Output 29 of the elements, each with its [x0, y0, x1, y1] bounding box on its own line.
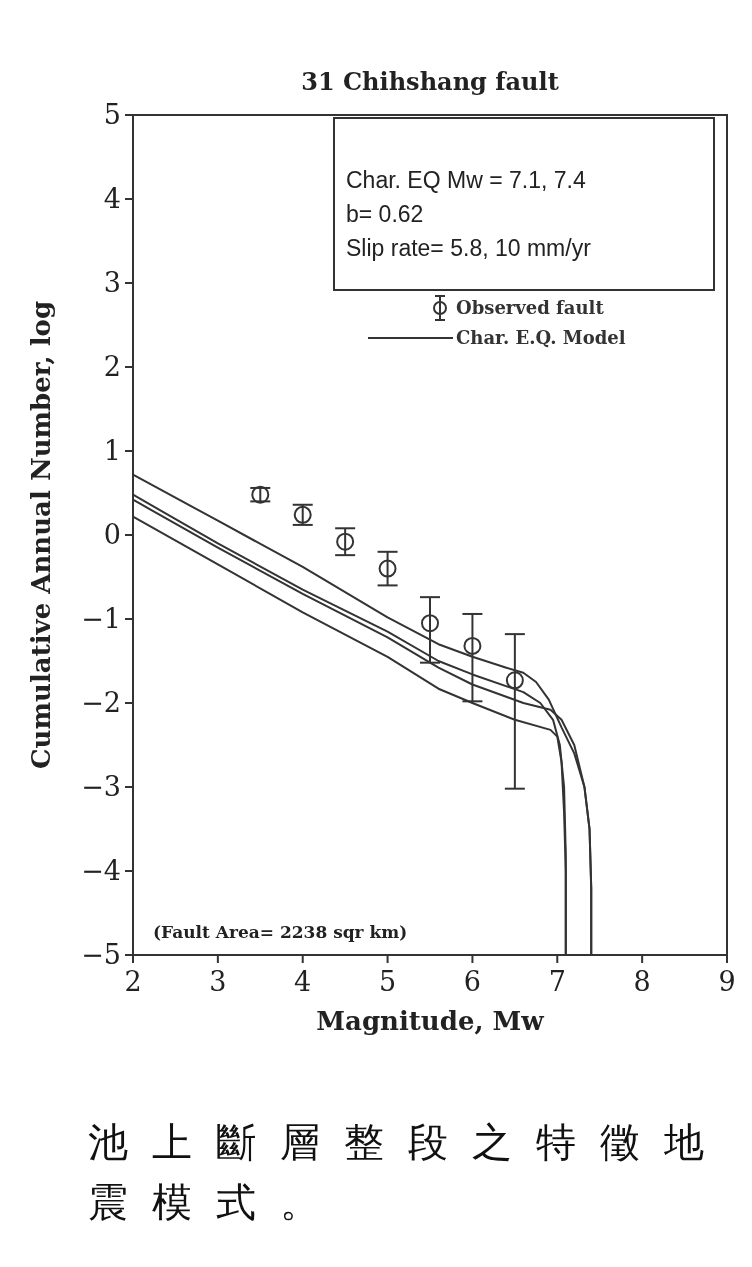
y-tick-label: −5 — [81, 939, 121, 971]
y-tick-label: 5 — [103, 99, 121, 131]
annotation: Char. EQ Mw = 7.1, 7.4 — [346, 167, 586, 193]
y-tick-label: −1 — [81, 603, 121, 635]
y-tick-label: 2 — [103, 351, 121, 383]
x-axis-title: Magnitude, Mw — [316, 1006, 545, 1036]
annotation: (Fault Area= 2238 sqr km) — [153, 922, 408, 942]
annotation: b= 0.62 — [346, 201, 424, 227]
chart-title: 31 Chihshang fault — [301, 67, 559, 96]
x-tick-label: 6 — [463, 966, 482, 997]
y-tick-label: 0 — [103, 519, 121, 551]
y-tick-label: 3 — [103, 267, 121, 299]
y-tick-label: −2 — [81, 687, 121, 719]
x-tick-label: 5 — [378, 966, 397, 997]
annotation: Slip rate= 5.8, 10 mm/yr — [346, 235, 592, 261]
text: 池上斷層整段之特徵地震模式。 — [88, 1119, 728, 1225]
y-axis-title: Cumulative Annual Number, log — [26, 300, 56, 770]
x-tick-label: 8 — [633, 966, 651, 997]
y-tick-label: 1 — [103, 435, 121, 467]
x-tick-label: 7 — [548, 966, 566, 997]
y-tick-label: 4 — [103, 183, 121, 215]
y-tick-label: −3 — [81, 771, 121, 803]
x-tick-label: 9 — [718, 966, 736, 997]
x-tick-label: 2 — [124, 966, 142, 997]
x-tick-label: 4 — [294, 966, 312, 997]
x-tick-label: 3 — [209, 966, 227, 997]
y-tick-label: −4 — [81, 855, 121, 887]
legend-label: Char. E.Q. Model — [456, 327, 626, 349]
legend-label: Observed fault — [456, 297, 605, 319]
